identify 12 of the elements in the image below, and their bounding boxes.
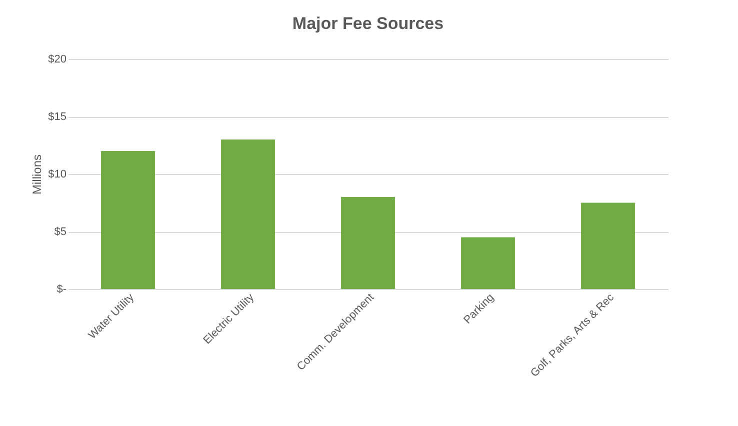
y-tick-label: $15	[48, 111, 66, 123]
y-tick-label: $-	[56, 284, 67, 296]
y-tick-label: $10	[48, 168, 66, 180]
y-tick-label: $5	[54, 226, 66, 238]
y-axis-title: Millions	[30, 154, 44, 195]
bar	[461, 237, 515, 289]
bar	[581, 202, 635, 289]
bar	[221, 140, 275, 289]
bar	[341, 197, 395, 289]
bar	[101, 151, 155, 289]
y-tick-label: $20	[48, 54, 66, 66]
chart-title: Major Fee Sources	[292, 14, 444, 33]
